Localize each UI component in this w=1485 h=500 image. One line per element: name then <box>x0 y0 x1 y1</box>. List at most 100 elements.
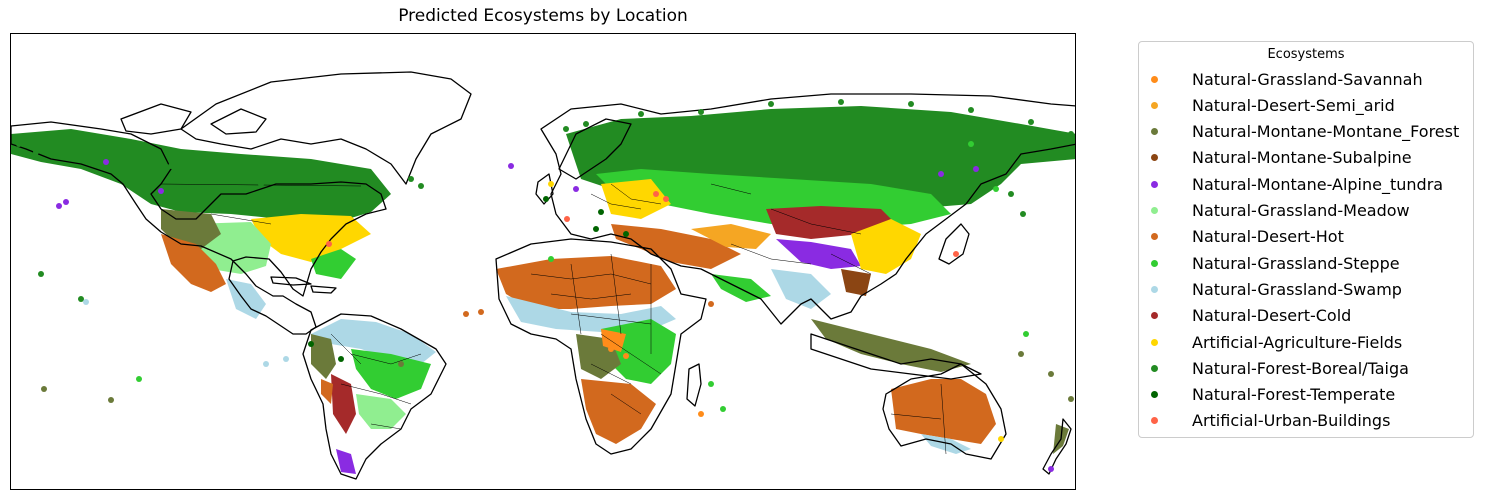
ecosystem-point <box>623 231 629 237</box>
legend-item: Natural-Montane-Alpine_tundra <box>1139 171 1443 197</box>
legend-marker-icon <box>1151 417 1158 425</box>
region-natural-montane-alpine-tundra <box>336 449 356 474</box>
ecosystem-point <box>418 183 424 189</box>
legend-label: Natural-Desert-Semi_arid <box>1192 95 1395 115</box>
ecosystem-point <box>338 356 344 362</box>
ecosystem-point <box>598 209 604 215</box>
ecosystem-point <box>638 111 644 117</box>
legend-item: Natural-Forest-Temperate <box>1139 382 1395 408</box>
region-natural-grassland-steppe <box>351 349 431 399</box>
region-natural-grassland-swamp <box>311 319 436 364</box>
legend-item: Natural-Desert-Cold <box>1139 303 1351 329</box>
ecosystem-point <box>463 311 469 317</box>
legend-title: Ecosystems <box>1267 47 1345 62</box>
south-america-outline <box>302 313 447 480</box>
ecosystem-point <box>158 188 164 194</box>
legend-marker-icon <box>1151 233 1158 241</box>
ecosystem-point <box>258 181 264 187</box>
legend-label: Natural-Forest-Boreal/Taiga <box>1192 358 1409 378</box>
legend-marker-icon <box>1151 312 1158 320</box>
ecosystem-point <box>583 121 589 127</box>
legend-marker-icon <box>1151 180 1158 188</box>
ecosystem-point <box>228 176 234 182</box>
region-natural-montane-subalpine <box>841 269 871 296</box>
ecosystem-point <box>16 141 22 147</box>
legend-label: Natural-Desert-Cold <box>1192 306 1352 326</box>
region-artificial-agriculture-fields <box>601 179 671 219</box>
legend-marker-icon <box>1151 391 1158 399</box>
legend-item: Natural-Desert-Hot <box>1139 224 1344 250</box>
legend-marker-icon <box>1151 154 1158 162</box>
legend-marker-icon <box>1151 128 1158 136</box>
legend-item: Artificial-Urban-Buildings <box>1139 408 1390 434</box>
legend-label: Natural-Grassland-Savannah <box>1192 69 1423 89</box>
legend-item: Natural-Grassland-Steppe <box>1139 250 1400 276</box>
ecosystem-point <box>1048 466 1054 472</box>
legend-marker-icon <box>1151 364 1158 372</box>
ecosystem-point <box>353 201 359 207</box>
ecosystem-point <box>398 361 404 367</box>
ecosystem-point <box>198 171 204 177</box>
indonesia-outline <box>810 333 982 380</box>
ecosystem-point <box>993 136 999 142</box>
ecosystem-point <box>720 406 726 412</box>
caribbean-outline <box>270 276 337 294</box>
legend-label: Natural-Desert-Hot <box>1192 227 1344 247</box>
region-natural-grassland-swamp <box>771 269 831 309</box>
ecosystem-point <box>108 149 114 155</box>
legend-label: Natural-Montane-Montane_Forest <box>1192 122 1460 142</box>
north-america-outline <box>11 121 387 335</box>
ecosystem-point <box>838 99 844 105</box>
legend-marker-icon <box>1151 207 1158 214</box>
legend-item: Natural-Desert-Semi_arid <box>1139 92 1395 118</box>
africa-outline <box>495 238 707 455</box>
ecosystem-point <box>968 107 974 113</box>
legend-item: Artificial-Agriculture-Fields <box>1139 329 1402 355</box>
legend-label: Natural-Montane-Alpine_tundra <box>1192 174 1444 194</box>
australia-outline <box>882 363 1007 460</box>
arctic-islands-outline <box>120 103 267 135</box>
ecosystem-point <box>326 241 332 247</box>
ecosystem-point <box>623 353 629 359</box>
region-artificial-agriculture-fields <box>251 214 371 262</box>
legend-label: Natural-Grassland-Swamp <box>1192 279 1402 299</box>
ecosystem-point <box>478 309 484 315</box>
ecosystem-point <box>663 196 669 202</box>
ecosystem-point <box>138 159 144 165</box>
map-frame <box>10 33 1076 490</box>
ecosystem-point <box>1048 371 1054 377</box>
legend-label: Natural-Grassland-Meadow <box>1192 201 1410 220</box>
legend-item: Natural-Grassland-Savannah <box>1139 66 1423 92</box>
legend-label: Natural-Grassland-Steppe <box>1192 253 1400 273</box>
country-borders <box>160 183 947 455</box>
ecosystem-point <box>288 186 294 192</box>
ecosystem-point <box>103 159 109 165</box>
ecosystem-point <box>548 181 554 187</box>
ecosystem-point <box>708 301 714 307</box>
ecosystem-point <box>563 126 569 132</box>
ecosystem-point <box>1068 396 1074 402</box>
legend-item: Natural-Montane-Subalpine <box>1139 145 1412 171</box>
world-map <box>11 71 1075 480</box>
legend-label: Artificial-Urban-Buildings <box>1192 411 1391 431</box>
ecosystem-point <box>1020 211 1026 217</box>
ecosystem-point <box>503 281 509 287</box>
ecosystem-point <box>408 176 414 182</box>
ecosystem-point <box>573 186 579 192</box>
ecosystem-point <box>56 203 62 209</box>
ecosystem-point <box>998 436 1004 442</box>
region-natural-desert-hot <box>611 224 741 269</box>
ecosystem-point <box>88 156 94 162</box>
ecosystem-point <box>708 381 714 387</box>
ecosystem-point <box>1068 131 1074 137</box>
region-natural-desert-hot <box>321 379 333 404</box>
ecosystem-point <box>41 386 47 392</box>
legend-label: Artificial-Agriculture-Fields <box>1192 332 1403 352</box>
ecosystem-point <box>953 251 959 257</box>
region-natural-desert-cold <box>331 374 356 434</box>
legend-label: Natural-Forest-Temperate <box>1192 385 1396 405</box>
ecosystem-point <box>968 141 974 147</box>
ecosystem-point <box>328 191 334 197</box>
ecosystem-point <box>548 256 554 262</box>
legend-marker-icon <box>1151 285 1158 293</box>
